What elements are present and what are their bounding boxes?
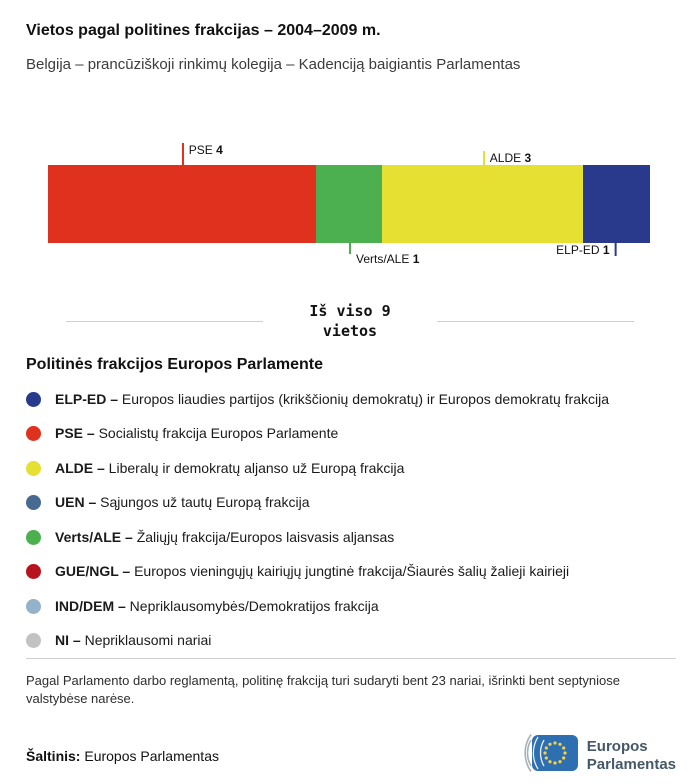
segment-label-ALDE: ALDE 3 bbox=[482, 151, 532, 165]
bar-segment-ELP-ED bbox=[583, 165, 650, 243]
legend-item-NI: NI – Nepriklausomi nariai bbox=[26, 632, 674, 650]
source-value: Europos Parlamentas bbox=[84, 747, 219, 764]
legend-item-UEN: UEN – Sąjungos už tautų Europą frakcija bbox=[26, 494, 674, 512]
ep-logo-line2: Parlamentas bbox=[586, 755, 676, 773]
legend-item-Verts/ALE: Verts/ALE – Žaliųjų frakcija/Europos lai… bbox=[26, 529, 674, 547]
legend-color-dot bbox=[26, 391, 41, 407]
total-seats-line2: vietos bbox=[322, 322, 378, 341]
legend-item-text: ELP-ED – Europos liaudies partijos (krik… bbox=[55, 390, 609, 407]
bar-labels-bottom: Verts/ALE 1 ELP-ED 1 bbox=[48, 243, 650, 273]
legend-item-text: GUE/NGL – Europos vieningųjų kairiųjų ju… bbox=[55, 563, 570, 579]
total-seats-label: Iš viso 9 vietos bbox=[309, 301, 390, 342]
segment-label-text: ALDE 3 bbox=[489, 151, 532, 165]
segment-label-text: Verts/ALE 1 bbox=[356, 252, 420, 266]
source-row: Šaltinis: Europos Parlamentas bbox=[26, 731, 676, 780]
segment-label-PSE: PSE 4 bbox=[181, 143, 223, 165]
legend-item-text: Verts/ALE – Žaliųjų frakcija/Europos lai… bbox=[55, 528, 395, 545]
segment-connector-line bbox=[349, 243, 351, 254]
segment-label-text: PSE 4 bbox=[188, 143, 223, 157]
segment-label-ELP-ED: ELP-ED 1 bbox=[556, 243, 617, 257]
legend-item-text: ALDE – Liberalų ir demokratų aljanso už … bbox=[55, 459, 405, 476]
bar-segment-Verts/ALE bbox=[315, 165, 383, 243]
legend: Politinės frakcijos Europos Parlamente E… bbox=[26, 356, 674, 650]
legend-item-ELP-ED: ELP-ED – Europos liaudies partijos (krik… bbox=[26, 391, 674, 409]
legend-item-PSE: PSE – Socialistų frakcija Europos Parlam… bbox=[26, 425, 674, 443]
legend-color-dot bbox=[26, 633, 41, 648]
segment-label-Verts/ALE: Verts/ALE 1 bbox=[349, 243, 419, 266]
legend-color-dot bbox=[26, 598, 41, 614]
ep-logo-text: Europos Parlamentas bbox=[587, 738, 676, 774]
total-seats-divider: Iš viso 9 vietos bbox=[26, 301, 674, 342]
page-title: Vietos pagal politines frakcijas – 2004–… bbox=[26, 22, 381, 39]
legend-title: Politinės frakcijos Europos Parlamente bbox=[26, 355, 323, 373]
legend-color-dot bbox=[26, 426, 41, 441]
header: Vietos pagal politines frakcijas – 2004–… bbox=[26, 22, 674, 73]
footnote: Pagal Parlamento darbo reglamentą, polit… bbox=[26, 673, 620, 706]
total-seats-line1: Iš viso 9 bbox=[309, 302, 391, 320]
legend-item-GUE/NGL: GUE/NGL – Europos vieningųjų kairiųjų ju… bbox=[26, 563, 674, 581]
ep-logo-line1: Europos bbox=[586, 737, 648, 755]
legend-color-dot bbox=[26, 460, 41, 476]
ep-logo: Europos Parlamentas bbox=[511, 731, 676, 780]
legend-item-text: NI – Nepriklausomi nariai bbox=[55, 632, 212, 648]
bar-labels-top: PSE 4 ALDE 3 bbox=[48, 139, 650, 165]
legend-item-ALDE: ALDE – Liberalų ir demokratų aljanso už … bbox=[26, 460, 674, 478]
segment-connector-line bbox=[482, 151, 485, 165]
legend-item-IND/DEM: IND/DEM – Nepriklausomybės/Demokratijos … bbox=[26, 598, 674, 616]
bar-segment-PSE bbox=[48, 165, 316, 243]
seats-bar bbox=[48, 165, 650, 243]
legend-item-text: UEN – Sąjungos už tautų Europą frakcija bbox=[55, 494, 310, 510]
segment-label-text: ELP-ED 1 bbox=[556, 243, 610, 257]
segment-connector-line bbox=[181, 143, 184, 165]
page-subtitle: Belgija – prancūziškoji rinkimų kolegija… bbox=[26, 56, 521, 73]
legend-color-dot bbox=[26, 564, 41, 579]
segment-connector-line bbox=[614, 243, 617, 256]
seats-chart: PSE 4 ALDE 3 Verts/ALE 1 ELP-ED 1 bbox=[48, 139, 650, 273]
footer: Pagal Parlamento darbo reglamentą, polit… bbox=[26, 658, 676, 780]
legend-item-text: PSE – Socialistų frakcija Europos Parlam… bbox=[55, 425, 339, 441]
legend-color-dot bbox=[26, 495, 41, 510]
source-label: Šaltinis: bbox=[26, 747, 81, 764]
legend-color-dot bbox=[26, 529, 41, 545]
divider-line-left bbox=[66, 320, 264, 322]
bar-segment-ALDE bbox=[382, 165, 584, 243]
legend-list: ELP-ED – Europos liaudies partijos (krik… bbox=[26, 391, 674, 650]
divider-line-right bbox=[436, 320, 634, 322]
source-text: Šaltinis: Europos Parlamentas bbox=[26, 748, 219, 764]
ep-flag-icon bbox=[511, 731, 579, 780]
legend-item-text: IND/DEM – Nepriklausomybės/Demokratijos … bbox=[55, 597, 379, 614]
